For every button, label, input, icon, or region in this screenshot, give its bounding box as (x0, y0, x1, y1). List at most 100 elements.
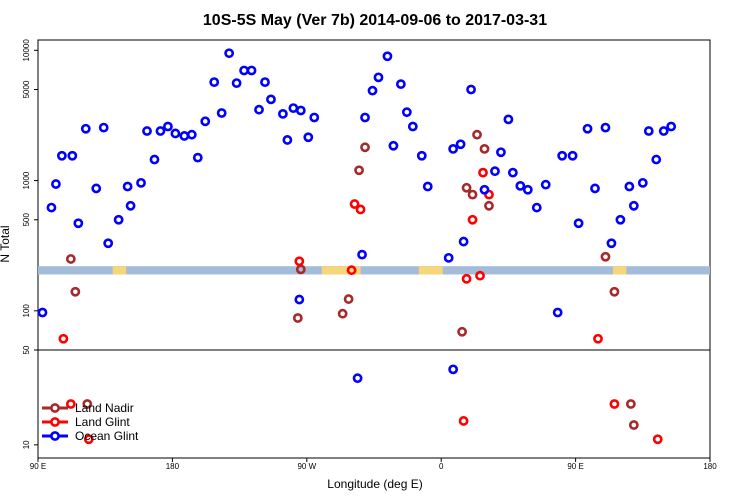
x-tick-label: 90 W (297, 462, 316, 471)
land-glint-point (652, 434, 663, 445)
legend-marker-land-glint (50, 417, 60, 427)
land-glint-point (349, 199, 360, 209)
ocean-glint-point (46, 202, 57, 213)
ocean-glint-point (540, 179, 551, 190)
land-segment (321, 266, 361, 275)
ocean-glint-point (254, 104, 264, 115)
ocean-glint-point (490, 166, 500, 177)
ocean-glint-point (73, 218, 84, 229)
land-nadir-point (82, 399, 93, 409)
ocean-glint-point (303, 132, 314, 143)
ocean-glint-point (122, 181, 133, 192)
ocean-glint-point (224, 48, 235, 59)
ocean-glint-point (51, 179, 61, 189)
ocean-glint-point (142, 126, 152, 136)
ocean-glint-point (573, 218, 584, 229)
land-nadir-point (628, 420, 639, 430)
y-tick-label: 1000 (22, 171, 31, 189)
ocean-glint-point (149, 154, 160, 165)
land-glint-point (609, 399, 620, 409)
land-glint-point (355, 204, 366, 215)
ocean-glint-point (507, 167, 518, 178)
ocean-glint-point (458, 236, 469, 247)
ocean-glint-point (125, 200, 136, 211)
ocean-glint-point (294, 294, 305, 305)
ocean-glint-point (531, 202, 542, 213)
land-nadir-point (600, 251, 611, 262)
ocean-glint-point (266, 94, 276, 105)
ocean-glint-point (163, 121, 173, 132)
ocean-glint-point (658, 126, 669, 136)
land-nadir-point (354, 165, 364, 176)
ocean-glint-point (113, 214, 124, 225)
legend-label-land-glint: Land Glint (75, 415, 130, 429)
ocean-glint-point (407, 121, 418, 132)
land-nadir-point (609, 286, 620, 297)
ocean-glint-point (170, 128, 181, 139)
ocean-glint-point (357, 249, 367, 260)
ocean-glint-point (416, 150, 427, 161)
ocean-glint-point (192, 152, 203, 163)
ocean-glint-point (186, 129, 197, 140)
ocean-band (38, 266, 710, 275)
ocean-glint-point (401, 107, 412, 118)
ocean-glint-point (209, 77, 220, 88)
ocean-glint-point (282, 135, 293, 145)
land-segment (612, 266, 627, 275)
y-tick-label: 100 (22, 304, 31, 318)
ocean-glint-point (624, 181, 635, 192)
axes: 90 E 180 90 W 0 90 E 180 50 100 500 1000 5000 10000… (22, 39, 717, 471)
ocean-glint-point (552, 307, 563, 318)
land-nadir-point (337, 308, 348, 319)
plot-area-frame (37, 39, 711, 459)
ocean-glint-point (606, 238, 617, 249)
land-glint-point (467, 214, 478, 225)
ocean-glint-point (515, 180, 526, 191)
land-segment (121, 266, 124, 275)
land-glint-point (478, 167, 488, 178)
ocean-glint-point (155, 126, 166, 136)
land-nadir-point (360, 142, 370, 153)
y-tick-label: 10 (22, 440, 31, 449)
ocean-glint-point (590, 183, 600, 194)
ocean-glint-point (98, 122, 109, 133)
ocean-glint-point (278, 108, 288, 119)
ocean-glint-point (352, 373, 363, 384)
ocean-glint-point (179, 131, 190, 141)
land-nadir-point (343, 294, 354, 304)
ocean-glint-point (522, 184, 533, 195)
ocean-glint-point (422, 181, 433, 192)
land-nadir-point (461, 182, 472, 193)
y-tick-label: 500 (22, 213, 31, 227)
ocean-glint-point (80, 123, 91, 134)
ocean-glint-point (295, 105, 306, 116)
land-nadir-point (467, 189, 478, 200)
land-nadir-point (65, 254, 76, 264)
ocean-glint-point (666, 121, 677, 132)
ocean-glint-point (288, 103, 299, 114)
data-points (37, 48, 677, 445)
land-nadir-point (292, 313, 303, 323)
y-tick-label: 50 (22, 345, 31, 354)
ocean-glint-point (231, 78, 242, 89)
ocean-glint-point (136, 177, 146, 188)
x-axis-label: Longitude (deg E) (327, 477, 422, 491)
land-glint-point (83, 434, 94, 445)
ocean-glint-point (200, 116, 211, 127)
land-segment (112, 266, 125, 275)
land-nadir-point (484, 200, 494, 211)
ocean-glint-point (37, 307, 48, 318)
ocean-glint-point (448, 364, 459, 375)
ocean-glint-point (628, 200, 639, 211)
land-glint-point (294, 256, 305, 267)
ocean-glint-point (496, 147, 506, 158)
land-nadir-point (472, 129, 482, 140)
ocean-glint-point (56, 150, 67, 161)
x-tick-label: 90 E (567, 462, 583, 471)
land-glint-point (58, 333, 69, 344)
legend-label-ocean-glint: Ocean Glint (75, 429, 139, 443)
ocean-glint-point (103, 238, 114, 249)
y-tick-label: 10000 (22, 39, 31, 62)
ocean-glint-point (373, 72, 384, 83)
